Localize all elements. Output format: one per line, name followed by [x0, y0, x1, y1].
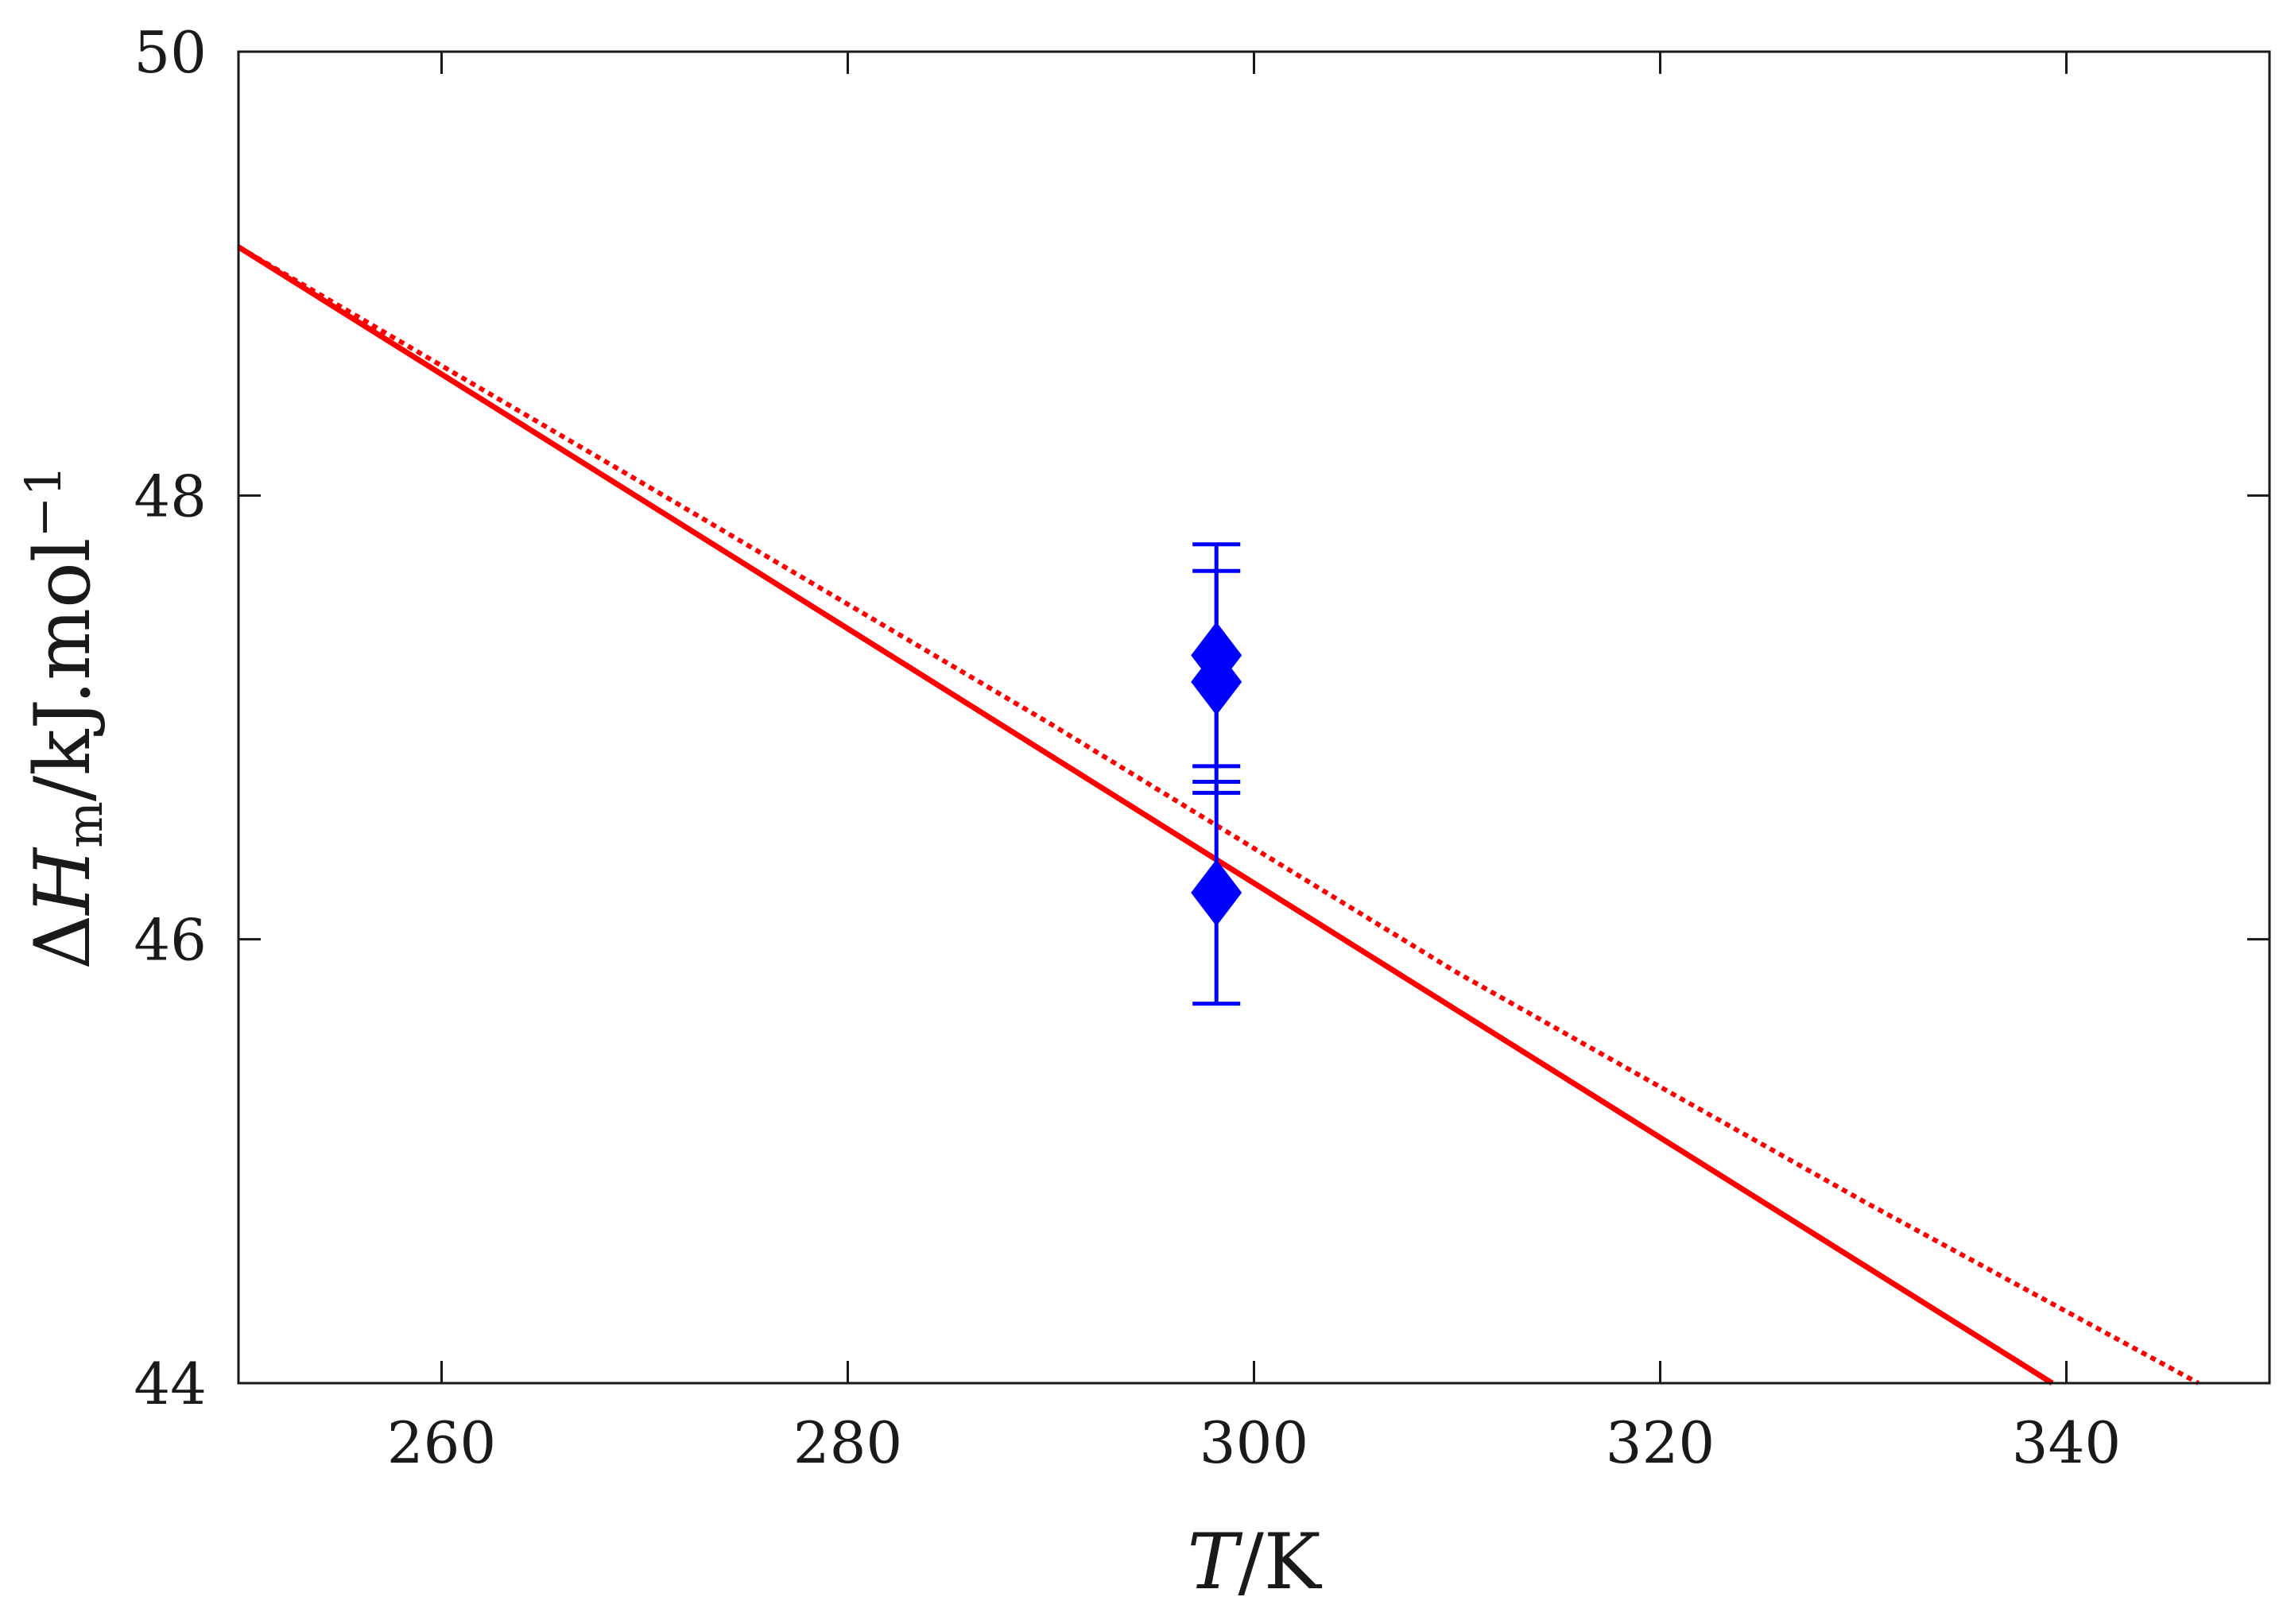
y-axis-label-delta: Δ	[18, 915, 107, 970]
dotted-fit-line	[237, 245, 2200, 1386]
y-tick-label: 44	[134, 1351, 207, 1417]
y-axis-label-unit: /kJ.mol	[18, 537, 107, 801]
x-tick-label: 320	[1606, 1409, 1715, 1476]
series-lines	[237, 244, 2200, 1386]
y-axis-ticks: 44 46 48 50	[134, 19, 2269, 1417]
y-axis-label-superscript: −1	[14, 465, 72, 537]
y-axis-label-subscript: m	[56, 801, 114, 848]
x-axis-label-unit: /K	[1238, 1517, 1322, 1607]
plot-frame	[237, 50, 2271, 1385]
x-axis-ticks: 260 280 300 320 340	[387, 52, 2121, 1476]
y-tick-label: 46	[134, 907, 207, 974]
x-tick-label: 280	[793, 1409, 902, 1476]
x-axis-label-symbol: T	[1187, 1517, 1242, 1607]
error-bars	[1192, 542, 1241, 1006]
solid-fit-line	[237, 244, 2054, 1386]
data-markers	[1191, 622, 1242, 927]
y-axis-label: ΔHm/kJ.mol−1	[14, 465, 114, 970]
y-tick-label: 50	[134, 19, 207, 86]
x-axis-label: T/K	[1187, 1517, 1322, 1607]
x-tick-label: 340	[2012, 1409, 2121, 1476]
y-tick-label: 48	[134, 463, 207, 529]
x-tick-label: 300	[1200, 1409, 1308, 1476]
x-tick-label: 260	[387, 1409, 496, 1476]
data-point-diamond	[1191, 648, 1242, 715]
data-point-diamond	[1191, 859, 1242, 927]
y-axis-label-symbol: H	[18, 847, 107, 917]
